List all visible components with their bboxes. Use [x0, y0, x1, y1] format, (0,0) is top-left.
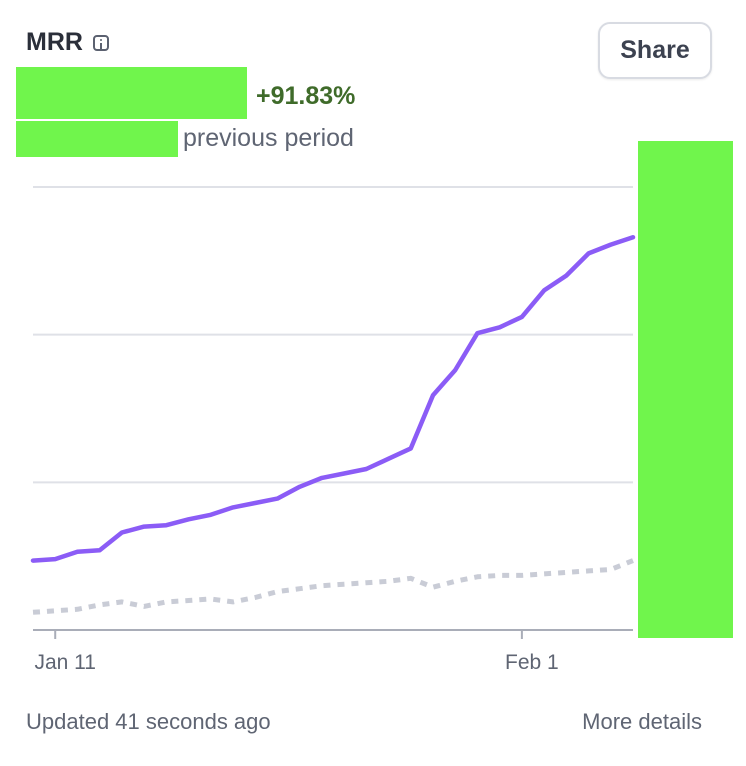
redacted-chart-region	[638, 141, 733, 638]
metric-title-label: MRR	[26, 28, 83, 56]
metric-title: MRR	[26, 28, 109, 57]
previous-period-line	[32, 558, 634, 615]
info-icon[interactable]	[92, 34, 109, 51]
redacted-previous-value	[16, 121, 178, 157]
previous-period-label: previous period	[183, 124, 354, 152]
redacted-current-value	[16, 67, 247, 119]
current-period-line	[30, 234, 636, 563]
share-button[interactable]: Share	[598, 22, 712, 79]
x-tick-label: Feb 1	[505, 651, 559, 674]
more-details-link[interactable]: More details	[582, 709, 702, 734]
change-percentage: +91.83%	[256, 82, 356, 110]
mrr-chart: Jan 11 Feb 1	[30, 186, 636, 674]
x-tick-label: Jan 11	[34, 651, 96, 674]
updated-timestamp: Updated 41 seconds ago	[26, 709, 271, 734]
